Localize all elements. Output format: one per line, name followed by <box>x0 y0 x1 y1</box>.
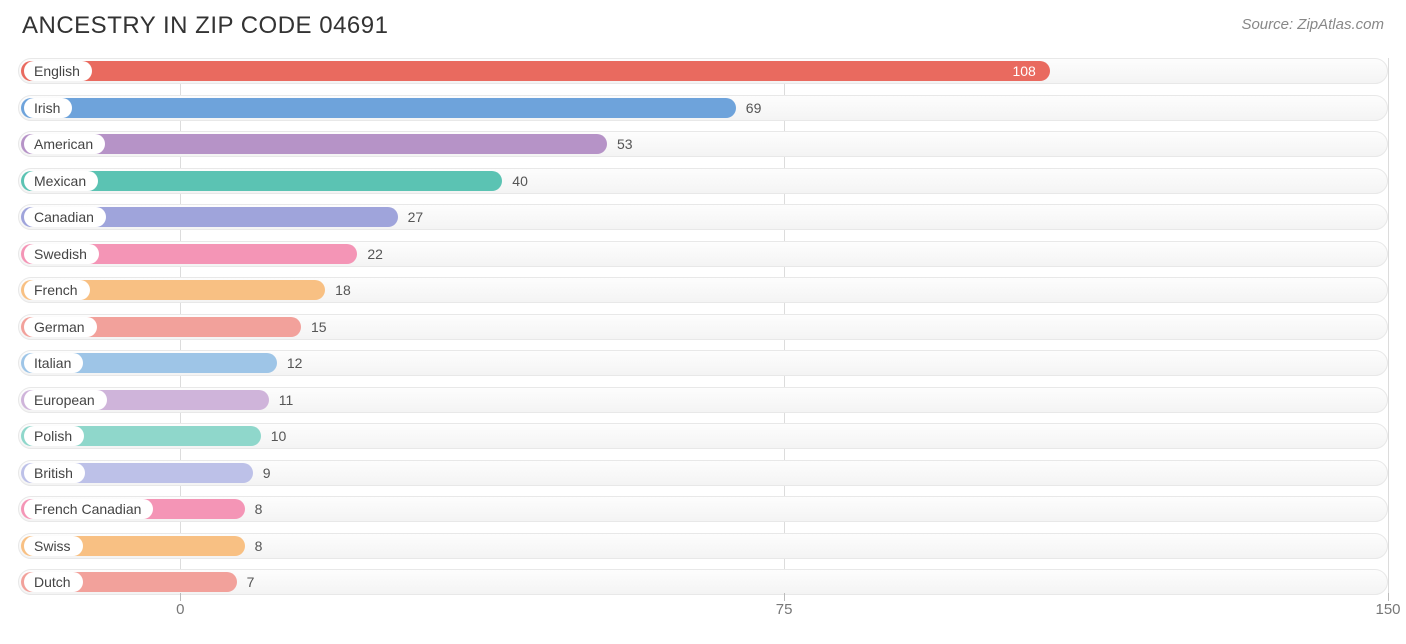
bar-value: 7 <box>247 569 255 595</box>
axis-tick <box>1388 593 1389 601</box>
bar-row: Dutch 7 <box>18 569 1388 595</box>
bar-row: French Canadian 8 <box>18 496 1388 522</box>
plot-area: English108Irish69American53Mexican40Cana… <box>18 58 1388 595</box>
bar-value: 40 <box>512 168 528 194</box>
category-pill: British <box>24 463 85 483</box>
bar-row: French 18 <box>18 277 1388 303</box>
category-pill: French <box>24 280 90 300</box>
bar-row: German 15 <box>18 314 1388 340</box>
bar-value: 15 <box>311 314 327 340</box>
bar-row: Polish 10 <box>18 423 1388 449</box>
axis-tick-label: 0 <box>176 601 184 618</box>
bar-row: Swiss 8 <box>18 533 1388 559</box>
bar-value: 27 <box>408 204 424 230</box>
category-pill: Italian <box>24 353 83 373</box>
bar-value: 12 <box>287 350 303 376</box>
bar-row: European 11 <box>18 387 1388 413</box>
bar-row: Swedish 22 <box>18 241 1388 267</box>
bar-fill <box>21 134 607 154</box>
x-axis: 075150 <box>18 593 1388 623</box>
bar-value: 108 <box>1012 58 1035 84</box>
category-pill: American <box>24 134 105 154</box>
bar-value: 8 <box>255 496 263 522</box>
bar-value: 10 <box>271 423 287 449</box>
bar-fill <box>21 61 1050 81</box>
bar-row: American 53 <box>18 131 1388 157</box>
category-pill: Dutch <box>24 572 83 592</box>
bar-row: Canadian 27 <box>18 204 1388 230</box>
gridline <box>1388 58 1389 595</box>
category-pill: Irish <box>24 98 72 118</box>
axis-tick-label: 150 <box>1375 601 1400 618</box>
bar-row: British 9 <box>18 460 1388 486</box>
bar-value: 69 <box>746 95 762 121</box>
category-pill: Polish <box>24 426 84 446</box>
bar-value: 18 <box>335 277 351 303</box>
axis-tick <box>784 593 785 601</box>
bar-row: Irish 69 <box>18 95 1388 121</box>
bar-value: 11 <box>279 387 294 413</box>
ancestry-chart: ANCESTRY IN ZIP CODE 04691 Source: ZipAt… <box>0 0 1406 644</box>
bar-row: Mexican 40 <box>18 168 1388 194</box>
category-pill: English <box>24 61 92 81</box>
chart-header: ANCESTRY IN ZIP CODE 04691 Source: ZipAt… <box>18 12 1388 40</box>
category-pill: Mexican <box>24 171 98 191</box>
category-pill: Canadian <box>24 207 106 227</box>
category-pill: Swedish <box>24 244 99 264</box>
category-pill: French Canadian <box>24 499 153 519</box>
bar-value: 9 <box>263 460 271 486</box>
bar-value: 8 <box>255 533 263 559</box>
category-pill: Swiss <box>24 536 83 556</box>
chart-source: Source: ZipAtlas.com <box>1241 16 1384 33</box>
bar-fill <box>21 98 736 118</box>
axis-tick-label: 75 <box>776 601 793 618</box>
category-pill: German <box>24 317 97 337</box>
bar-row: English 108 <box>18 58 1388 84</box>
category-pill: European <box>24 390 107 410</box>
chart-title: ANCESTRY IN ZIP CODE 04691 <box>22 12 388 40</box>
bar-value: 22 <box>367 241 383 267</box>
bar-value: 53 <box>617 131 633 157</box>
bar-row: Italian 12 <box>18 350 1388 376</box>
axis-tick <box>180 593 181 601</box>
